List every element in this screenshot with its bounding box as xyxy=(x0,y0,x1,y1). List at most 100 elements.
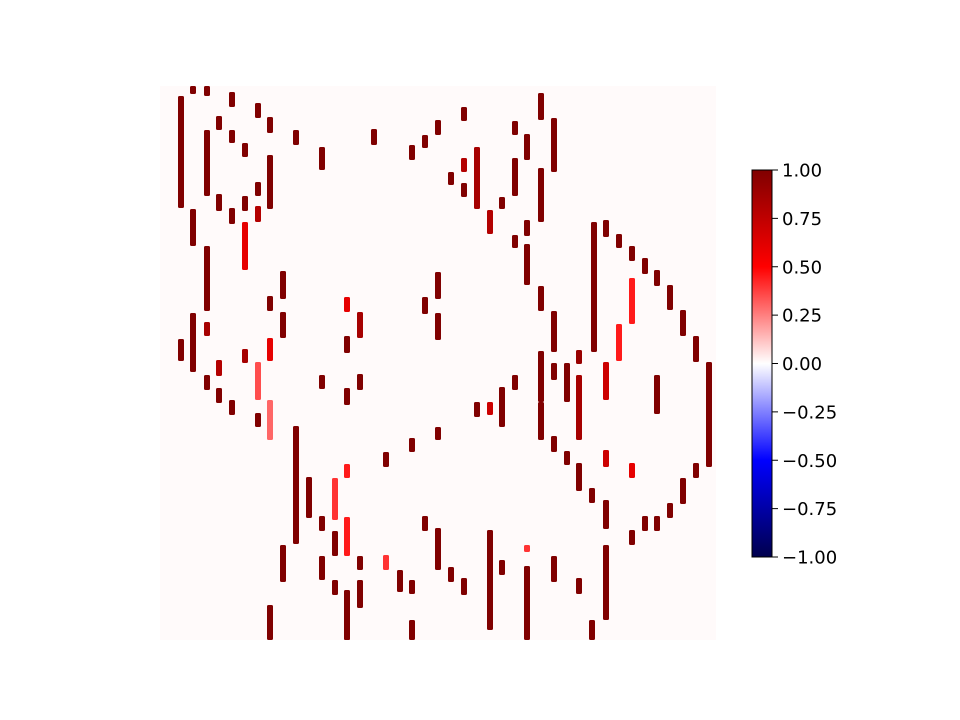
heatmap-cell-127 xyxy=(524,545,530,552)
heatmap-cell-46 xyxy=(487,210,493,234)
heatmap-cell-64 xyxy=(564,388,570,402)
heatmap-cell-6 xyxy=(229,130,235,143)
heatmap-cell-2 xyxy=(204,86,210,96)
heatmap-cell-30 xyxy=(255,413,261,427)
heatmap-cell-57 xyxy=(538,286,544,311)
heatmap-cell-22 xyxy=(204,322,210,336)
heatmap-cell-40 xyxy=(435,120,441,135)
heatmap-cell-103 xyxy=(306,477,312,518)
heatmap-cell-121 xyxy=(422,516,428,531)
heatmap-cell-65 xyxy=(538,402,544,440)
heatmap-cell-98 xyxy=(319,375,325,389)
heatmap-cell-88 xyxy=(616,324,622,361)
colorbar-tick-label-7: −0.75 xyxy=(782,499,837,520)
heatmap-cell-18 xyxy=(190,209,196,246)
heatmap-cell-28 xyxy=(267,338,273,361)
heatmap-cell-61 xyxy=(564,363,570,390)
colorbar-tick-label-2: 0.50 xyxy=(782,257,822,278)
heatmap-cell-67 xyxy=(564,451,570,465)
heatmap-cell-26 xyxy=(229,400,235,415)
heatmap-cell-100 xyxy=(435,272,441,299)
colorbar-tick-label-4: 0.00 xyxy=(782,354,822,375)
heatmap-cell-102 xyxy=(293,426,299,544)
heatmap-cell-47 xyxy=(499,197,505,209)
heatmap-cell-134 xyxy=(397,570,403,592)
heatmap-cell-120 xyxy=(512,375,518,390)
heatmap-cell-27 xyxy=(242,349,248,363)
heatmap-cell-53 xyxy=(538,168,544,222)
colorbar-ticks: 1.00 0.75 0.50 0.25 0.00 −0.25 −0.50 −0.75 −1.00 xyxy=(772,161,837,569)
heatmap-cell-59 xyxy=(538,351,544,402)
heatmap-cell-23 xyxy=(216,360,222,376)
heatmap-cell-128 xyxy=(524,566,530,640)
heatmap-cell-50 xyxy=(512,158,518,196)
heatmap-cell-8 xyxy=(267,117,273,133)
heatmap-cell-124 xyxy=(461,578,467,595)
heatmap-cell-87 xyxy=(629,278,635,324)
heatmap-cell-99 xyxy=(422,297,428,314)
heatmap-cell-92 xyxy=(629,463,635,478)
heatmap-cell-105 xyxy=(332,478,338,520)
heatmap-cell-45 xyxy=(461,183,467,197)
heatmap-cell-5 xyxy=(216,116,222,130)
heatmap-cell-62 xyxy=(576,350,582,364)
heatmap-cell-68 xyxy=(576,463,582,491)
heatmap-cell-138 xyxy=(267,605,273,640)
heatmap-cell-72 xyxy=(603,220,609,237)
heatmap-cell-74 xyxy=(629,246,635,261)
heatmap-cell-70 xyxy=(603,500,609,529)
heatmap-cell-71 xyxy=(591,222,597,352)
heatmap-cell-84 xyxy=(654,516,660,531)
heatmap-cell-25 xyxy=(216,388,222,403)
heatmap-cell-131 xyxy=(589,620,595,640)
heatmap-cell-32 xyxy=(267,296,273,311)
heatmap-cell-135 xyxy=(409,580,415,594)
heatmap-cell-81 xyxy=(693,463,699,478)
colorbar: 1.00 0.75 0.50 0.25 0.00 −0.25 −0.50 −0.75 −1.00 xyxy=(751,161,837,569)
colorbar-tick-label-1: 0.75 xyxy=(782,209,822,230)
heatmap-cell-107 xyxy=(344,464,350,478)
heatmap-cell-110 xyxy=(332,580,338,595)
heatmap-cell-63 xyxy=(576,375,582,440)
heatmap-cell-19 xyxy=(204,246,210,311)
heatmap-cell-73 xyxy=(616,234,622,248)
heatmap-cell-93 xyxy=(344,297,350,312)
heatmap-cell-97 xyxy=(357,374,363,390)
heatmap-cell-12 xyxy=(267,156,273,209)
heatmap-cell-136 xyxy=(409,620,415,640)
heatmap-cell-33 xyxy=(280,271,286,299)
heatmap-cell-52 xyxy=(551,118,557,172)
colorbar-tick-label-5: −0.25 xyxy=(782,402,837,423)
heatmap-cell-139 xyxy=(344,590,350,640)
heatmap-cell-82 xyxy=(680,478,686,504)
heatmap-cell-86 xyxy=(629,530,635,545)
heatmap-cell-69 xyxy=(589,488,595,503)
heatmap-cell-116 xyxy=(435,427,441,440)
heatmap-cell-49 xyxy=(524,134,530,160)
heatmap-cell-133 xyxy=(383,555,389,570)
heatmap-cell-109 xyxy=(319,556,325,580)
heatmap-cell-76 xyxy=(654,270,660,286)
heatmap-cell-60 xyxy=(551,363,557,380)
heatmap-cell-95 xyxy=(357,312,363,338)
heatmap-marks xyxy=(178,86,712,640)
colorbar-tick-label-6: −0.50 xyxy=(782,451,837,472)
heatmap-cell-85 xyxy=(642,516,648,531)
heatmap-cell-56 xyxy=(524,244,530,285)
heatmap-cell-112 xyxy=(357,580,363,608)
heatmap-cell-35 xyxy=(293,130,299,145)
heatmap-cell-130 xyxy=(576,578,582,594)
heatmap-cell-44 xyxy=(474,147,480,209)
heatmap-cell-94 xyxy=(344,336,350,353)
heatmap-cell-108 xyxy=(344,517,350,556)
heatmap-cell-4 xyxy=(255,103,261,118)
heatmap-cell-11 xyxy=(255,182,261,196)
heatmap-cell-55 xyxy=(524,220,530,236)
heatmap-cell-13 xyxy=(216,194,222,211)
colorbar-tick-label-8: −1.00 xyxy=(782,548,837,569)
heatmap-cell-66 xyxy=(551,436,557,452)
heatmap-cell-114 xyxy=(383,452,389,467)
heatmap-cell-113 xyxy=(357,556,363,570)
heatmap-cell-39 xyxy=(422,135,428,148)
